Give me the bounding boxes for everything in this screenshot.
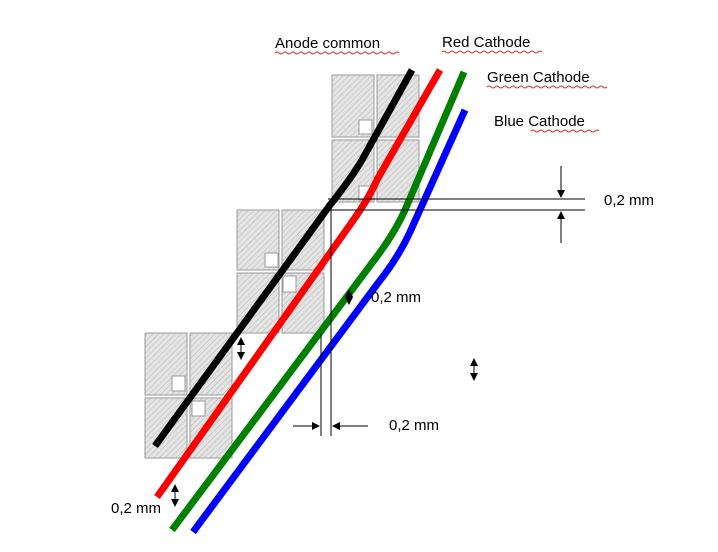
dimension-top-right-label: 0,2 mm — [604, 192, 654, 209]
led-pixel-lower — [144, 332, 233, 459]
dimension-bottom-left-label: 0,2 mm — [111, 500, 161, 517]
red-cathode-label: Red Cathode — [442, 34, 530, 51]
blue-cathode-label: Blue Cathode — [494, 113, 585, 130]
dimension-top-right: 0,2 mm — [328, 166, 654, 243]
dimension-bottom-left: 0,2 mm — [111, 484, 179, 517]
dimension-middle-label: 0,2 mm — [371, 289, 421, 306]
dimension-middle: 0,2 mm — [345, 289, 421, 306]
anode-common-trace — [152, 68, 416, 449]
anode-common-label: Anode common — [275, 35, 380, 52]
blue-cathode-trace — [190, 108, 469, 535]
green-cathode-label: Green Cathode — [487, 69, 590, 86]
dimension-bottom-center: 0,2 mm — [293, 205, 439, 436]
red-cathode-trace — [154, 68, 444, 500]
dimension-bottom-center-label: 0,2 mm — [389, 417, 439, 434]
